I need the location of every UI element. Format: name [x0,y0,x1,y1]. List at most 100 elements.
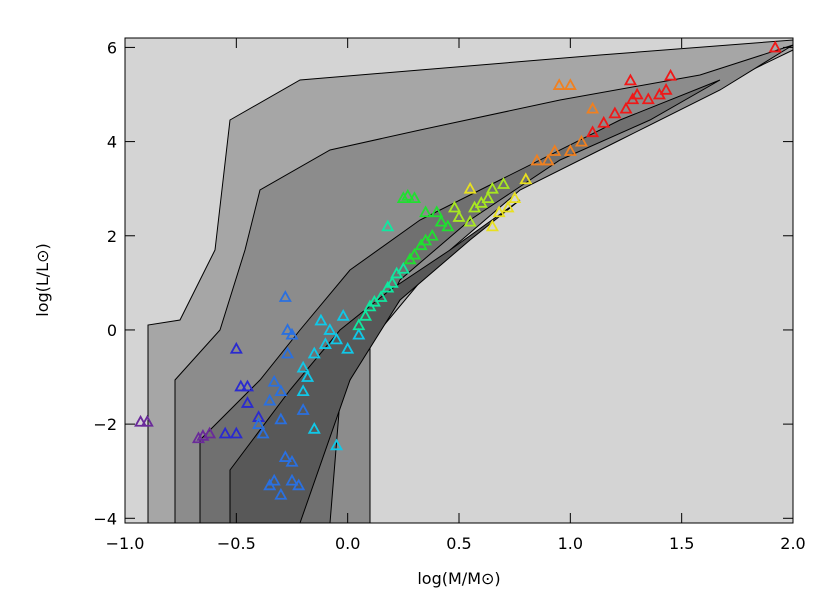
point [278,450,292,462]
point [563,78,577,90]
point [358,308,373,321]
point [434,214,448,227]
point [530,153,544,166]
point [586,101,600,114]
point [608,106,622,119]
y-tick-label: 2 [107,227,117,246]
point [508,191,522,203]
density-contours [147,39,794,524]
point [463,181,477,194]
point [630,87,644,100]
point [252,410,266,422]
point [407,191,421,203]
point [203,426,217,439]
point [281,323,295,335]
x-tick-label: 0.0 [335,534,360,553]
y-tick-label: 4 [107,133,117,152]
point [541,153,555,166]
point [274,384,288,397]
point [240,396,254,408]
point [492,205,506,218]
point [330,332,344,345]
point [285,327,299,340]
point [448,200,462,213]
point [664,68,678,81]
point [256,426,270,439]
x-tick-label: 1.0 [558,534,583,553]
point [401,188,415,201]
x-tick-label: −1.0 [106,534,145,553]
point [263,393,277,406]
point [341,341,355,354]
y-tick-label: −4 [93,509,117,528]
point [330,438,344,451]
y-tick-label: 0 [107,321,117,340]
point [619,101,633,114]
point [267,473,281,486]
point [385,276,399,288]
point [314,313,328,326]
y-tick-label: 6 [107,38,117,57]
point [274,487,288,500]
point [441,219,455,232]
point [497,177,511,189]
point [425,228,439,241]
y-axis-label: log(L/L⊙) [33,243,52,317]
x-tick-label: 2.0 [780,534,805,553]
point [519,172,533,185]
point [240,379,254,392]
point [263,478,277,491]
point [485,181,499,194]
point [285,473,299,486]
point [134,414,148,427]
point [574,134,588,147]
point [586,125,600,138]
point [296,384,310,397]
point [234,379,248,392]
point [281,346,295,359]
point [563,144,577,156]
x-tick-label: 0.5 [446,534,471,553]
x-axis-label: log(M/M⊙) [417,569,500,588]
point [140,414,154,427]
point [318,337,332,349]
point [307,346,321,359]
point [307,421,321,434]
point [296,360,310,373]
point [381,219,395,232]
point [374,290,388,302]
point [352,318,366,331]
point [407,247,421,260]
point [267,374,281,387]
point [485,219,499,232]
point [336,308,350,321]
point [323,323,337,335]
point [768,40,782,53]
point [252,417,266,430]
point [552,78,566,90]
x-tick-label: −0.5 [217,534,256,553]
point [501,200,515,213]
point [229,426,243,439]
point [292,478,306,491]
point [278,290,292,302]
point [229,341,243,354]
point [296,403,310,415]
point [352,327,366,340]
point [396,261,410,274]
point [659,82,673,95]
point [641,92,655,105]
point [452,210,466,222]
point [396,191,410,203]
point [481,191,495,203]
y-tick-label: −2 [93,415,117,434]
point [430,205,444,218]
point [623,73,637,86]
point [463,214,477,227]
point [274,412,288,425]
x-tick-label: 1.5 [669,534,694,553]
point [191,431,206,444]
point [218,426,232,439]
point [301,370,315,382]
